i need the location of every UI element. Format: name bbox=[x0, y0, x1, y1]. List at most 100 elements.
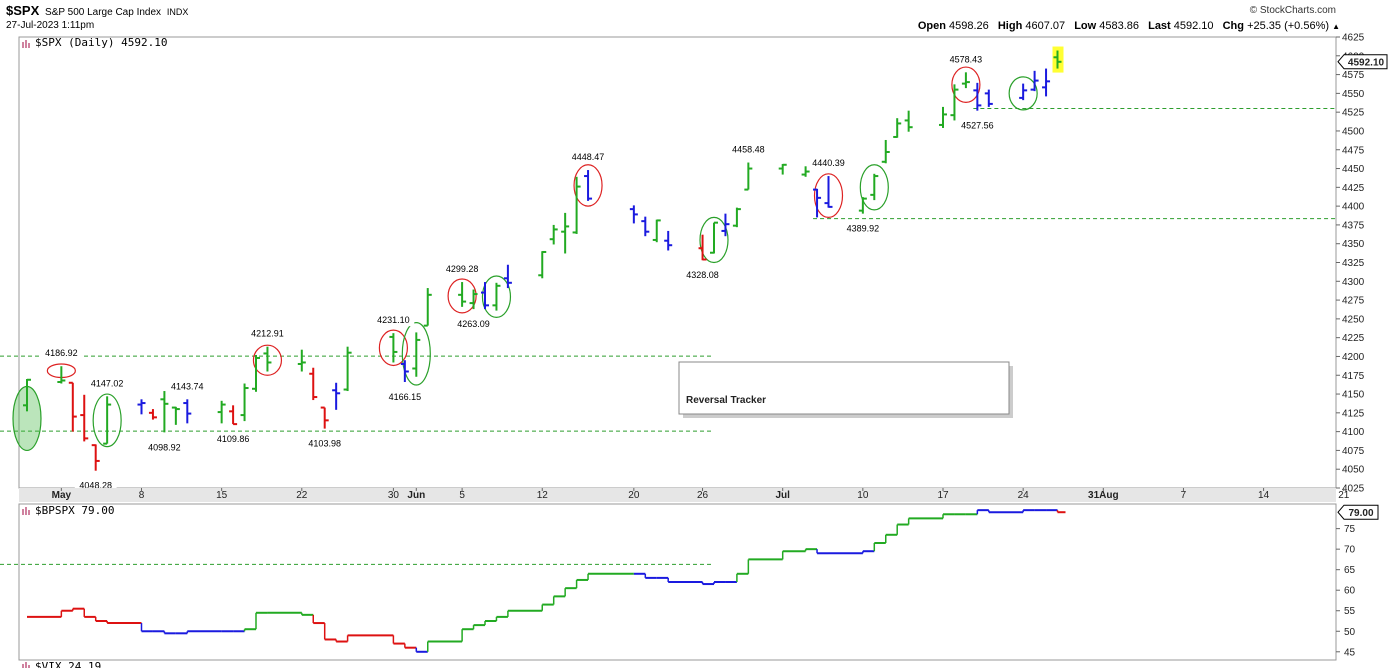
value-callout-text: 4440.39 bbox=[812, 158, 845, 168]
value-callout: 4212.91 bbox=[246, 328, 289, 340]
value-callout-bg bbox=[86, 378, 129, 390]
price-bar bbox=[229, 405, 238, 426]
chart-header: $SPX S&P 500 Large Cap Index INDX bbox=[6, 3, 188, 18]
high-label: High bbox=[997, 20, 1023, 32]
chg-value: +25.35 (+0.56%) bbox=[1247, 20, 1330, 32]
value-callout-text: 4212.91 bbox=[251, 329, 284, 339]
last-value-box bbox=[1337, 504, 1379, 520]
value-callout-text: 4458.48 bbox=[732, 145, 765, 155]
brand-logo: © StockCharts.com bbox=[1249, 5, 1336, 16]
date-axis-tick-label: Jul bbox=[775, 490, 790, 501]
price-bar bbox=[1030, 70, 1039, 92]
annotation-frame bbox=[678, 361, 1010, 415]
breadth-panel-title-text: $BPSPX 79.00 bbox=[35, 504, 114, 517]
price-bar bbox=[732, 207, 741, 228]
price-bar bbox=[710, 221, 718, 254]
price-bar bbox=[973, 82, 982, 111]
value-callout: 4103.98 bbox=[303, 438, 346, 450]
price-bar bbox=[744, 162, 753, 191]
up-arrow-icon: ▲ bbox=[1332, 22, 1340, 31]
value-callout: 4098.92 bbox=[143, 442, 186, 454]
price-bar bbox=[171, 406, 180, 425]
chart-datetime: 27-Jul-2023 1:11pm bbox=[6, 20, 95, 31]
price-bar bbox=[400, 360, 409, 383]
price-bar bbox=[91, 444, 100, 471]
breadth-axis-tick-label: 60 bbox=[1344, 586, 1356, 597]
date-axis-tick-label: 8 bbox=[139, 490, 145, 501]
value-callout-text: 4263.09 bbox=[457, 319, 490, 329]
price-axis-tick-label: 4250 bbox=[1342, 314, 1365, 325]
breadth-axis-tick-label: 50 bbox=[1344, 627, 1356, 638]
price-bar bbox=[870, 173, 879, 201]
value-callout-bg bbox=[945, 54, 987, 66]
annotation-box: Reversal Tracker bbox=[678, 361, 1013, 418]
green-reversal-circle bbox=[92, 393, 122, 448]
price-bar bbox=[217, 400, 226, 424]
date-axis-tick-label: 17 bbox=[937, 490, 949, 501]
bar-chart-icon bbox=[22, 40, 30, 48]
price-axis-tick-label: 4075 bbox=[1342, 446, 1365, 457]
green-reversal-circle bbox=[481, 275, 512, 318]
value-callout-text: 4109.86 bbox=[217, 434, 250, 444]
quote-bar: Open 4598.26 High 4607.07 Low 4583.86 La… bbox=[918, 20, 1340, 32]
price-bar bbox=[858, 197, 867, 214]
price-bar bbox=[148, 409, 157, 420]
value-callout: 4186.92 bbox=[40, 348, 83, 360]
price-bar bbox=[343, 346, 352, 392]
price-bar bbox=[561, 212, 570, 254]
price-bar bbox=[320, 406, 329, 429]
annotation-text: Reversal Tracker bbox=[686, 395, 766, 406]
price-bar bbox=[297, 349, 306, 372]
price-axis-tick-label: 4525 bbox=[1342, 108, 1365, 119]
price-axis-tick-label: 4375 bbox=[1342, 220, 1365, 231]
price-bar bbox=[629, 205, 638, 224]
date-axis-tick-label: 5 bbox=[459, 490, 465, 501]
price-bar bbox=[57, 366, 66, 384]
price-bar bbox=[469, 289, 478, 310]
price-bar bbox=[252, 354, 260, 392]
price-axis-tick-label: 4200 bbox=[1342, 352, 1365, 363]
price-axis-tick-label: 4100 bbox=[1342, 427, 1365, 438]
price-bar bbox=[492, 282, 501, 311]
price-axis-tick-label: 4025 bbox=[1342, 484, 1365, 495]
price-axis-tick-label: 4625 bbox=[1342, 33, 1365, 44]
value-callout: 4578.43 bbox=[945, 54, 987, 66]
price-bar bbox=[23, 378, 31, 412]
breadth-last-value: 79.00 bbox=[1337, 504, 1379, 520]
price-bar bbox=[881, 139, 890, 164]
green-reversal-circle bbox=[859, 164, 889, 211]
price-bar bbox=[584, 170, 593, 201]
price-bar bbox=[309, 367, 318, 401]
value-callout: 4166.15 bbox=[383, 392, 426, 404]
last-value: 4592.10 bbox=[1173, 20, 1214, 32]
price-axis-tick-label: 4150 bbox=[1342, 390, 1365, 401]
price-bar bbox=[778, 163, 787, 175]
value-callout-text: 4299.28 bbox=[446, 264, 479, 274]
price-panel-title-text: $SPX (Daily) 4592.10 bbox=[35, 36, 167, 49]
price-bar bbox=[549, 224, 558, 245]
price-last-value: 4592.10 bbox=[1337, 54, 1388, 70]
value-callout-bg bbox=[212, 434, 254, 446]
price-bar bbox=[538, 250, 547, 279]
price-axis-tick-label: 4550 bbox=[1342, 89, 1365, 100]
bar-chart-icon bbox=[22, 662, 30, 668]
price-axis-tick-label: 4225 bbox=[1342, 333, 1365, 344]
index-name: S&P 500 Large Cap Index bbox=[45, 7, 162, 18]
red-reversal-circle bbox=[813, 173, 844, 218]
low-label: Low bbox=[1074, 20, 1097, 32]
high-value: 4607.07 bbox=[1025, 20, 1066, 32]
price-bar bbox=[137, 399, 146, 415]
date-axis-tick-label: 22 bbox=[296, 490, 308, 501]
price-bar bbox=[893, 118, 902, 138]
price-bar bbox=[939, 106, 947, 128]
price-axis-tick-label: 4300 bbox=[1342, 277, 1365, 288]
value-callout-bg bbox=[452, 319, 495, 331]
price-bar bbox=[503, 264, 512, 289]
date-axis-tick-label: 24 bbox=[1018, 490, 1030, 501]
green-reversal-circle bbox=[401, 322, 431, 386]
price-bar bbox=[481, 282, 489, 310]
value-callout-bg bbox=[807, 158, 850, 170]
price-bar bbox=[950, 84, 959, 121]
value-callout-bg bbox=[166, 381, 209, 393]
